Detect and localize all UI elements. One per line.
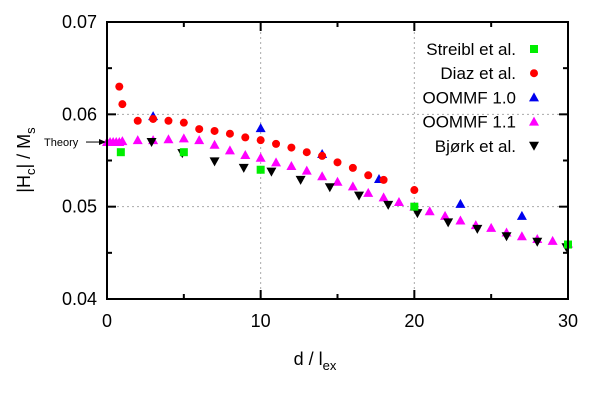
data-point [378, 192, 389, 202]
x-tick-label: 0 [102, 311, 112, 331]
data-point [178, 133, 189, 143]
data-point [455, 198, 466, 208]
data-point [486, 222, 497, 232]
data-point [146, 138, 157, 148]
data-point [383, 200, 394, 210]
legend-marker [530, 45, 538, 53]
data-point [286, 161, 297, 171]
legend-marker [529, 116, 539, 126]
data-point [238, 163, 249, 173]
data-point [132, 135, 143, 145]
data-point [256, 165, 265, 174]
data-point [287, 143, 296, 152]
grid [107, 22, 568, 299]
data-point [443, 218, 454, 228]
data-point [194, 135, 205, 145]
data-point [347, 181, 358, 191]
legend-label: Streibl et al. [426, 40, 516, 59]
theory-arrowhead [99, 139, 106, 146]
y-tick-label: 0.06 [62, 104, 97, 124]
y-tick-label: 0.07 [62, 12, 97, 32]
theory-label: Theory [44, 137, 79, 149]
data-point [164, 116, 173, 125]
y-axis-label: |Hc| / Ms [14, 127, 38, 193]
data-point [115, 82, 124, 91]
x-tick-label: 30 [558, 311, 578, 331]
data-point [302, 148, 311, 157]
data-point [379, 175, 388, 184]
data-point [472, 224, 483, 234]
data-point [117, 136, 128, 146]
series-1 [115, 82, 419, 195]
data-point [255, 123, 266, 133]
data-point [224, 145, 235, 155]
data-point [348, 163, 357, 172]
data-point [440, 210, 451, 220]
data-point [354, 191, 365, 201]
data-point [318, 151, 327, 160]
data-point [516, 231, 527, 241]
y-tick-label: 0.05 [62, 197, 97, 217]
data-point [317, 171, 328, 181]
data-point [118, 100, 127, 109]
data-point [301, 165, 312, 175]
data-point [210, 126, 219, 135]
legend-marker [529, 141, 539, 151]
data-point [271, 157, 282, 167]
legend: Streibl et al. Diaz et al. OOMMF 1.0 OOMMF … [422, 40, 539, 156]
legend-label: Diaz et al. [440, 64, 516, 83]
x-axis-label: d / lex [294, 349, 337, 373]
data-point [241, 133, 250, 142]
data-point [324, 183, 335, 193]
data-point [333, 158, 342, 167]
data-point [209, 157, 220, 167]
series-3 [102, 133, 573, 248]
data-point [501, 232, 512, 242]
data-point [256, 136, 265, 145]
data-point [412, 209, 423, 219]
data-point [295, 175, 306, 185]
data-point [547, 235, 558, 245]
legend-marker [530, 69, 538, 78]
data-point [410, 202, 419, 211]
data-point [149, 114, 158, 123]
data-point [179, 118, 188, 127]
data-point [393, 197, 404, 207]
data-point [410, 186, 419, 195]
data-point [179, 148, 188, 157]
data-point [116, 148, 125, 157]
data-marks [102, 82, 573, 253]
y-tick-label: 0.04 [62, 289, 97, 309]
data-point [455, 215, 466, 225]
data-point [255, 152, 266, 162]
legend-label: OOMMF 1.1 [422, 113, 516, 132]
data-point [272, 139, 281, 148]
data-point [195, 125, 204, 134]
x-tick-label: 10 [251, 311, 271, 331]
data-point [225, 129, 234, 138]
data-point [363, 187, 374, 197]
theory-annotation: Theory [44, 137, 106, 149]
data-point [209, 139, 220, 149]
data-point [424, 206, 435, 216]
data-point [332, 176, 343, 186]
data-point [133, 116, 142, 125]
data-point [266, 167, 277, 177]
data-point [240, 149, 251, 159]
legend-label: OOMMF 1.0 [422, 88, 516, 107]
axis-ticks [106, 21, 569, 300]
x-tick-label: 20 [404, 311, 424, 331]
data-point [364, 171, 373, 180]
data-point [516, 210, 527, 220]
legend-marker [529, 92, 539, 102]
data-point [163, 134, 174, 144]
legend-label: Bjørk et al. [435, 137, 516, 156]
data-point [532, 237, 543, 247]
